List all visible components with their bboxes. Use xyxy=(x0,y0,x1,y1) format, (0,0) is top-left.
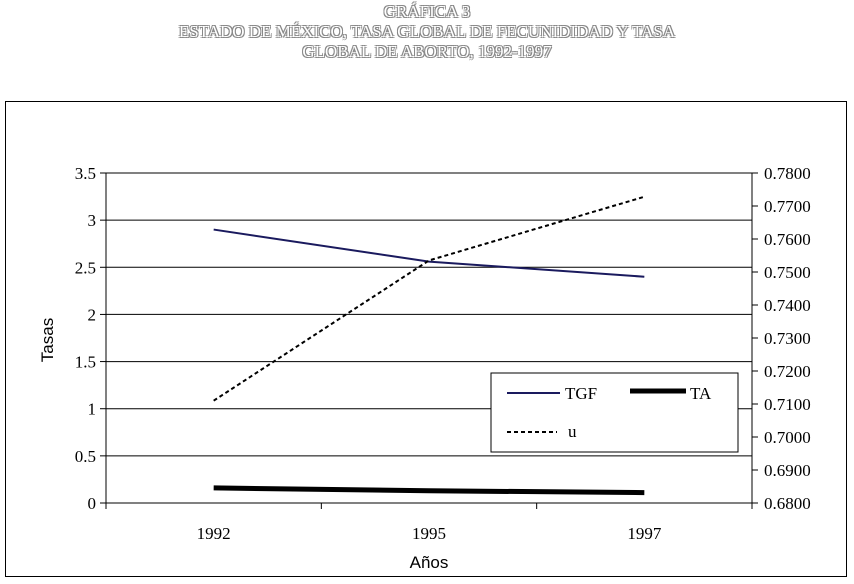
chart-title-line-2: ESTADO DE MÉXICO, TASA GLOBAL DE FECUNID… xyxy=(178,22,676,41)
y2-tick-label: 0.7400 xyxy=(764,296,811,315)
y2-tick-label: 0.7700 xyxy=(764,197,811,216)
x-axis-title: Años xyxy=(410,553,449,572)
series-line-u xyxy=(213,195,645,402)
y2-tick-label: 0.7800 xyxy=(764,164,811,183)
y-tick-label: 2 xyxy=(88,305,97,324)
series-line-ta xyxy=(213,485,645,496)
y-tick-label: 0.5 xyxy=(75,447,96,466)
y-tick-label: 3 xyxy=(88,211,97,230)
plot-area xyxy=(105,172,753,504)
x-tick-label: 1995 xyxy=(412,524,446,543)
y2-tick-label: 0.7100 xyxy=(764,395,811,414)
y2-tick-label: 0.7000 xyxy=(764,428,811,447)
chart-title-line-1: GRÁFICA 3 xyxy=(383,2,471,21)
y2-tick-label: 0.6900 xyxy=(764,461,811,480)
series-line-tgf xyxy=(213,228,645,278)
chart-title-line-3: GLOBAL DE ABORTO, 1992-1997 xyxy=(302,42,552,61)
y-tick-label: 2.5 xyxy=(75,258,96,277)
y-axis-title: Tasas xyxy=(38,318,57,362)
legend-label-u: u xyxy=(568,422,577,441)
y2-tick-label: 0.7300 xyxy=(764,329,811,348)
y-tick-label: 3.5 xyxy=(75,164,96,183)
x-tick-label: 1992 xyxy=(197,524,231,543)
chart-frame xyxy=(5,101,847,577)
legend-box xyxy=(490,372,739,453)
y-tick-label: 0 xyxy=(88,494,97,513)
legend-label-tgf: TGF xyxy=(565,384,597,403)
chart-title: GRÁFICA 3 ESTADO DE MÉXICO, TASA GLOBAL … xyxy=(0,2,854,62)
y2-tick-label: 0.7600 xyxy=(764,230,811,249)
y-tick-label: 1 xyxy=(88,400,97,419)
y2-tick-label: 0.7200 xyxy=(764,362,811,381)
x-tick-label: 1997 xyxy=(627,524,662,543)
y-tick-label: 1.5 xyxy=(75,353,96,372)
y2-tick-label: 0.6800 xyxy=(764,494,811,513)
y2-tick-label: 0.7500 xyxy=(764,263,811,282)
legend-label-ta: TA xyxy=(690,384,712,403)
